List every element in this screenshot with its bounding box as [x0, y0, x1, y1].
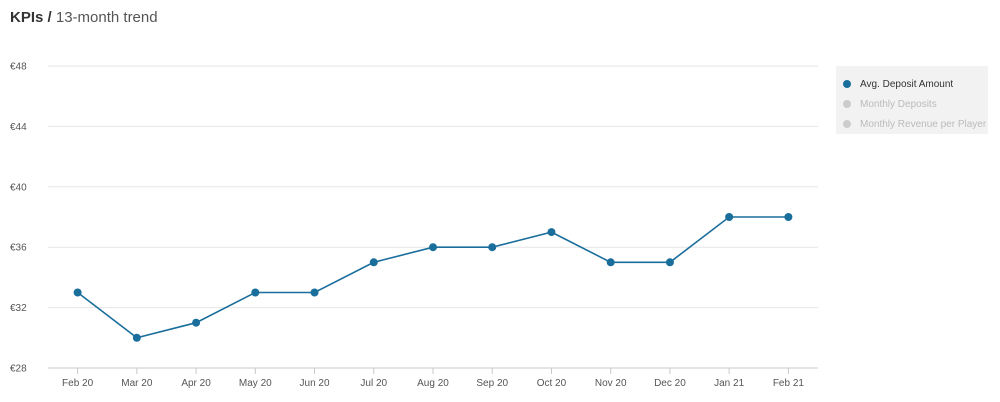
x-tick-label: Jul 20: [360, 378, 387, 389]
x-tick-label: May 20: [239, 378, 272, 389]
legend-marker-icon: [843, 80, 851, 88]
x-tick-label: Dec 20: [654, 378, 686, 389]
data-point: [73, 288, 82, 297]
data-point: [369, 258, 378, 267]
x-tick-label: Jun 20: [300, 378, 330, 389]
legend-label: Monthly Revenue per Player: [860, 118, 987, 130]
series-layer: [73, 213, 793, 342]
page-title: KPIs / 13-month trend: [10, 9, 158, 26]
y-tick-label: €40: [10, 182, 27, 193]
axis-layer: €28 €32 €36 €40 €44 €48 Feb 20 Mar 20 Apr 20 May …: [10, 62, 804, 390]
data-point: [251, 288, 260, 297]
y-tick-label: €48: [10, 62, 27, 73]
x-tick-label: Nov 20: [595, 378, 627, 389]
data-point: [606, 258, 615, 267]
x-tick-label: Aug 20: [417, 378, 449, 389]
grid-layer: [48, 65, 818, 369]
x-tick-label: Oct 20: [537, 378, 567, 389]
legend-item[interactable]: Avg. Deposit Amount: [836, 74, 988, 94]
x-tick-label: Jan 21: [714, 378, 744, 389]
y-tick-label: €32: [10, 303, 27, 314]
series-line: [77, 216, 789, 339]
x-tick-label: Feb 20: [62, 378, 94, 389]
data-point: [310, 288, 319, 297]
y-tick-label: €28: [10, 364, 27, 375]
x-tick-label: Apr 20: [181, 378, 211, 389]
data-point: [192, 318, 201, 327]
x-tick-label: Feb 21: [773, 378, 805, 389]
y-tick-label: €36: [10, 243, 27, 254]
legend-label: Monthly Deposits: [860, 98, 937, 110]
data-point: [725, 213, 734, 221]
data-point: [488, 243, 497, 252]
data-point: [547, 228, 556, 237]
page-title-kpis: KPIs /: [10, 9, 52, 26]
chart-legend: Avg. Deposit Amount Monthly Deposits Month…: [836, 66, 988, 134]
x-tick-label: Sep 20: [476, 378, 508, 389]
data-point: [429, 243, 437, 252]
data-point: [132, 333, 141, 342]
legend-item[interactable]: Monthly Revenue per Player: [836, 114, 988, 134]
legend-marker-icon: [843, 100, 851, 108]
legend-item[interactable]: Monthly Deposits: [836, 94, 988, 114]
legend-marker-icon: [843, 120, 851, 128]
page-title-subtitle: 13-month trend: [55, 9, 158, 26]
data-point: [665, 258, 674, 267]
legend-label: Avg. Deposit Amount: [860, 78, 954, 90]
y-tick-label: €44: [10, 122, 27, 133]
data-point: [784, 213, 793, 221]
x-tick-label: Mar 20: [121, 378, 153, 389]
